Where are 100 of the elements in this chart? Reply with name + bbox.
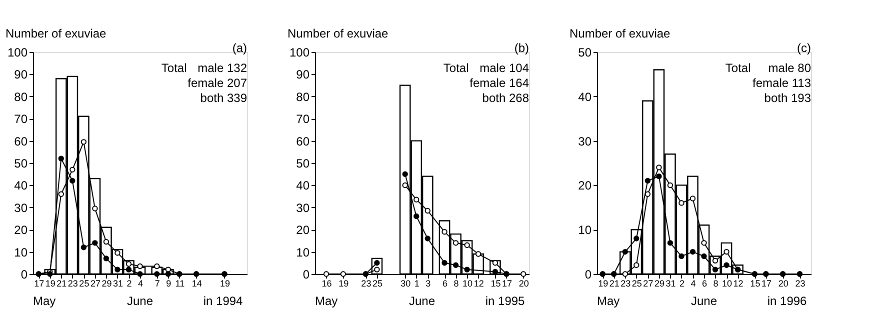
x-tick-label: 15 — [750, 278, 760, 288]
y-tick-label: 30 — [296, 200, 310, 215]
x-tick-label: 3 — [426, 278, 431, 288]
x-tick-label: 23 — [68, 278, 78, 288]
x-tick-label: 31 — [666, 278, 676, 288]
x-tick-label: 7 — [154, 278, 160, 288]
x-tick-label: 30 — [400, 278, 411, 288]
y-axis-title: Number of exuviae — [288, 26, 389, 40]
y-tick-label: 40 — [14, 178, 28, 193]
y-tick-label: 100 — [289, 46, 310, 60]
x-tick-label: 27 — [90, 278, 100, 288]
x-tick-label: 4 — [138, 278, 144, 288]
y-tick-label: 30 — [578, 134, 592, 148]
x-tick-label: 2 — [679, 278, 684, 288]
x-tick-label: 12 — [733, 278, 744, 288]
x-tick-label: 29 — [102, 278, 112, 288]
y-axis-title: Number of exuviae — [570, 26, 671, 40]
x-tick-label: 8 — [713, 278, 718, 288]
text: May — [597, 294, 620, 308]
x-tick-label: 23 — [620, 278, 631, 288]
y-tick-label: 60 — [296, 134, 310, 148]
x-tick-label: 17 — [502, 278, 512, 288]
x-tick-label: 19 — [338, 278, 349, 288]
y-tick-label: 0 — [302, 268, 310, 282]
y-tick-label: 60 — [14, 134, 28, 148]
text: May — [33, 294, 56, 308]
x-tick-label: 27 — [643, 278, 654, 288]
x-tick-label: 9 — [166, 278, 172, 288]
annotation: Total — [725, 61, 751, 75]
y-tick-label: 50 — [14, 156, 28, 170]
x-tick-label: 23 — [795, 278, 806, 288]
y-tick-label: 0 — [584, 268, 592, 282]
x-tick-label: 14 — [192, 278, 202, 288]
x-tick-label: 19 — [45, 278, 56, 288]
x-tick-label: 21 — [56, 278, 67, 288]
x-tick-label: 17 — [34, 278, 44, 288]
y-tick-label: 70 — [14, 112, 28, 126]
annotation: female 113 — [752, 76, 812, 90]
x-tick-label: 10 — [722, 278, 732, 288]
x-tick-label: 20 — [778, 278, 788, 288]
text: in 1996 — [767, 294, 808, 308]
text: in 1995 — [485, 294, 526, 308]
y-tick-label: 70 — [296, 112, 310, 126]
annotation: female 164 — [470, 76, 530, 90]
x-tick-label: 4 — [690, 278, 696, 288]
y-tick-label: 20 — [578, 178, 592, 193]
x-tick-label: 29 — [654, 278, 664, 288]
annotation: male 132 — [198, 61, 248, 75]
text: May — [315, 294, 338, 308]
x-tick-label: 23 — [361, 278, 372, 288]
x-tick-label: 15 — [490, 278, 501, 288]
y-tick-label: 10 — [14, 245, 28, 260]
y-tick-label: 10 — [578, 223, 592, 238]
annotation: Total — [443, 61, 469, 75]
annotation: male 104 — [480, 61, 530, 75]
x-tick-label: 19 — [598, 278, 608, 288]
y-tick-label: 10 — [296, 245, 310, 260]
annotation: both 193 — [764, 91, 812, 105]
y-tick-label: 20 — [14, 223, 28, 238]
y-tick-label: 80 — [14, 90, 28, 104]
x-tick-label: 31 — [112, 278, 123, 288]
text: June — [690, 294, 718, 308]
x-tick-label: 17 — [761, 278, 772, 288]
x-tick-label: 2 — [126, 278, 132, 288]
x-tick-label: 12 — [474, 278, 484, 288]
y-tick-label: 20 — [296, 223, 310, 238]
x-tick-label: 25 — [632, 278, 642, 288]
x-tick-label: 11 — [175, 278, 185, 288]
x-tick-label: 16 — [322, 278, 332, 288]
x-tick-label: 6 — [702, 278, 708, 288]
y-axis-title: Number of exuviae — [6, 26, 107, 40]
y-tick-label: 30 — [14, 200, 28, 215]
annotation: Total — [161, 61, 187, 75]
y-tick-label: 90 — [14, 68, 28, 82]
annotation: female 207 — [188, 76, 248, 90]
y-tick-label: 50 — [296, 156, 310, 170]
x-tick-label: 25 — [372, 278, 382, 288]
y-tick-label: 40 — [578, 90, 592, 104]
y-tick-label: 100 — [7, 46, 28, 60]
annotation: (c) — [797, 41, 811, 55]
y-tick-label: 80 — [296, 90, 310, 104]
annotation: (a) — [232, 41, 247, 55]
annotation: both 339 — [200, 91, 248, 105]
text: June — [408, 294, 436, 308]
x-tick-label: 1 — [414, 278, 420, 288]
x-tick-label: 8 — [454, 278, 459, 288]
y-tick-label: 40 — [296, 178, 310, 193]
x-tick-label: 25 — [79, 278, 90, 288]
y-tick-label: 50 — [578, 46, 592, 60]
x-tick-label: 20 — [518, 278, 529, 288]
text: June — [126, 294, 154, 308]
annotation: both 268 — [482, 91, 530, 105]
annotation: (b) — [514, 41, 529, 55]
x-tick-label: 10 — [462, 278, 473, 288]
y-tick-label: 90 — [296, 68, 310, 82]
x-tick-label: 21 — [609, 278, 620, 288]
annotation: male 80 — [768, 61, 812, 75]
text: in 1994 — [203, 294, 244, 308]
x-tick-label: 6 — [442, 278, 448, 288]
y-tick-label: 0 — [20, 268, 28, 282]
